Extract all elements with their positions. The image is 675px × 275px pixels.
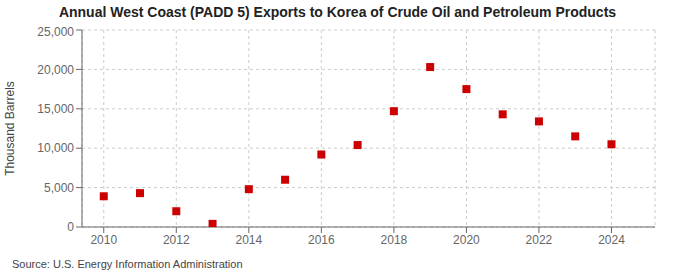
svg-text:20,000: 20,000 (37, 63, 74, 77)
svg-text:10,000: 10,000 (37, 141, 74, 155)
svg-text:15,000: 15,000 (37, 102, 74, 116)
html-text:Annual West Coast (PADD 5) Exp: Annual West Coast (PADD 5) Exports to Ko… (58, 4, 617, 20)
svg-text:0: 0 (67, 220, 74, 234)
svg-text:5,000: 5,000 (44, 181, 74, 195)
svg-text:2016: 2016 (308, 233, 335, 247)
svg-text:2022: 2022 (526, 233, 553, 247)
svg-text:Thousand Barrels: Thousand Barrels (8, 81, 17, 176)
svg-text:2018: 2018 (381, 233, 408, 247)
svg-text:2024: 2024 (598, 233, 625, 247)
svg-text:2010: 2010 (90, 233, 117, 247)
svg-text:2012: 2012 (163, 233, 190, 247)
svg-text:25,000: 25,000 (37, 25, 74, 39)
svg-text:2020: 2020 (453, 233, 480, 247)
html-text:Source: U.S. Energy Informatio: Source: U.S. Energy Information Administ… (12, 258, 243, 270)
svg-text:2014: 2014 (235, 233, 262, 247)
